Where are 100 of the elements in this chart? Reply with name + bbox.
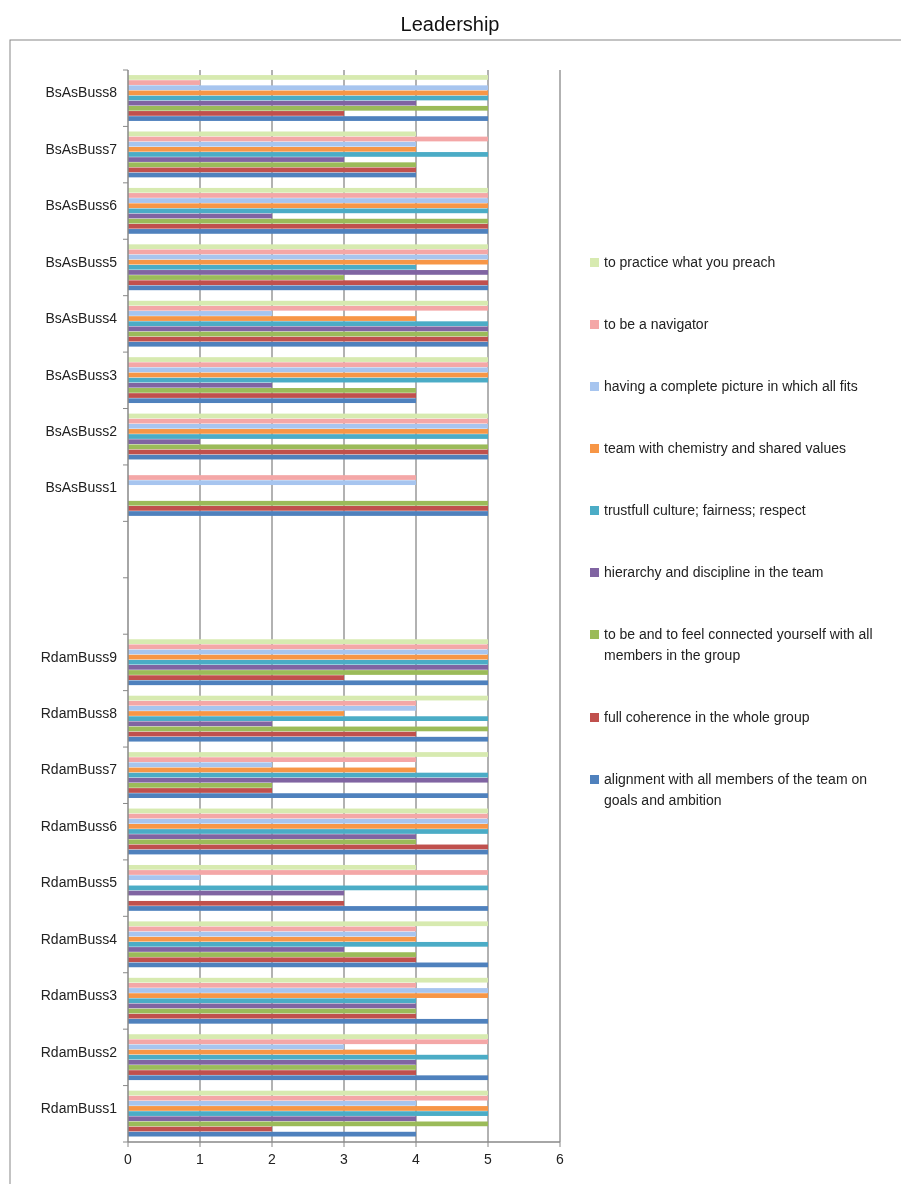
bar: [128, 705, 416, 711]
bar: [128, 1100, 416, 1106]
y-tick-label: RdamBuss9: [40, 648, 118, 665]
bar: [128, 829, 488, 834]
bar: [128, 326, 488, 332]
bar: [128, 644, 488, 650]
bar: [128, 1111, 488, 1116]
y-tick-label: RdamBuss8: [40, 705, 118, 722]
y-tick-label: BsAsBuss2: [45, 422, 118, 439]
bar: [128, 1131, 416, 1137]
bar: [128, 977, 488, 983]
bar: [128, 1018, 488, 1024]
bar: [128, 187, 488, 193]
bar: [128, 998, 416, 1004]
y-tick-label: BsAsBuss6: [45, 197, 118, 214]
bar: [128, 823, 488, 829]
bar: [128, 105, 488, 111]
legend-label: to practice what you preach: [604, 253, 776, 270]
legend-label: having a complete picture in which all fits: [604, 377, 858, 394]
bar: [128, 362, 488, 368]
bar: [128, 280, 488, 286]
y-tick-label: RdamBuss6: [40, 817, 118, 834]
bar: [128, 762, 272, 768]
bar: [128, 659, 488, 665]
bar: [128, 116, 488, 121]
bar: [128, 1116, 416, 1122]
bar: [128, 1075, 488, 1081]
bar: [128, 680, 488, 686]
legend-label: alignment with all members of the team on goals and ambition: [604, 770, 868, 808]
bar: [128, 85, 488, 91]
bar: [128, 444, 488, 450]
bar: [128, 100, 416, 106]
bar: [128, 229, 488, 234]
x-tick-label: 0: [124, 1150, 133, 1167]
bar: [128, 752, 488, 757]
bar: [128, 675, 344, 680]
bar: [128, 639, 488, 645]
x-tick-label: 4: [412, 1150, 421, 1167]
y-tick-label: RdamBuss5: [40, 874, 118, 891]
bar: [128, 793, 488, 798]
bar: [128, 249, 488, 255]
y-tick-label: RdamBuss2: [40, 1043, 118, 1060]
bar: [128, 864, 416, 870]
x-tick-label: 1: [196, 1150, 205, 1167]
bar: [128, 988, 488, 993]
y-tick-label: RdamBuss7: [40, 761, 118, 778]
bar: [128, 198, 488, 203]
bar: [128, 305, 488, 311]
bar: [128, 700, 416, 706]
bar: [128, 480, 416, 486]
bar: [128, 152, 488, 157]
bar: [128, 162, 416, 168]
bar: [128, 434, 488, 439]
bar: [128, 275, 344, 280]
y-tick-label: BsAsBuss5: [45, 253, 118, 270]
bar: [128, 900, 344, 906]
y-tick-label: BsAsBuss8: [45, 84, 118, 101]
bar: [128, 75, 488, 80]
legend-label: team with chemistry and shared values: [604, 439, 846, 456]
bar: [128, 423, 488, 429]
y-tick-label: RdamBuss1: [40, 1099, 118, 1116]
legend-label: to be a navigator: [604, 315, 709, 332]
bar: [128, 782, 272, 788]
bar: [128, 429, 488, 434]
legend-label: full coherence in the whole group: [604, 708, 810, 725]
bar: [128, 511, 488, 516]
bar: [128, 839, 416, 845]
bar: [128, 157, 344, 162]
bar: [128, 664, 488, 670]
bar: [128, 321, 488, 327]
bar: [128, 1065, 416, 1070]
bar: [128, 316, 416, 321]
bar: [128, 167, 416, 173]
bar: [128, 1034, 488, 1039]
bar: [128, 818, 488, 824]
bar: [128, 1095, 488, 1101]
bar: [128, 670, 488, 675]
x-tick-label: 6: [556, 1150, 565, 1167]
bar: [128, 721, 272, 727]
bar: [128, 777, 488, 783]
bar: [128, 947, 344, 952]
bar: [128, 711, 344, 716]
y-tick-label: BsAsBuss3: [45, 366, 118, 383]
bar: [128, 1106, 488, 1111]
bar: [128, 936, 416, 942]
x-tick-label: 2: [268, 1150, 277, 1167]
bar: [128, 285, 488, 291]
bar: [128, 1039, 488, 1045]
y-tick-label: BsAsBuss4: [45, 310, 118, 327]
chart-title: Leadership: [400, 13, 500, 36]
legend-label: trustfull culture; fairness; respect: [604, 501, 806, 518]
bar: [128, 716, 488, 721]
bar: [128, 146, 416, 152]
bar: [128, 1013, 416, 1019]
bar: [128, 870, 488, 875]
bar: [128, 270, 488, 275]
bar: [128, 131, 416, 137]
bar: [128, 398, 416, 404]
bar: [128, 736, 488, 742]
x-tick-label: 3: [340, 1150, 349, 1167]
